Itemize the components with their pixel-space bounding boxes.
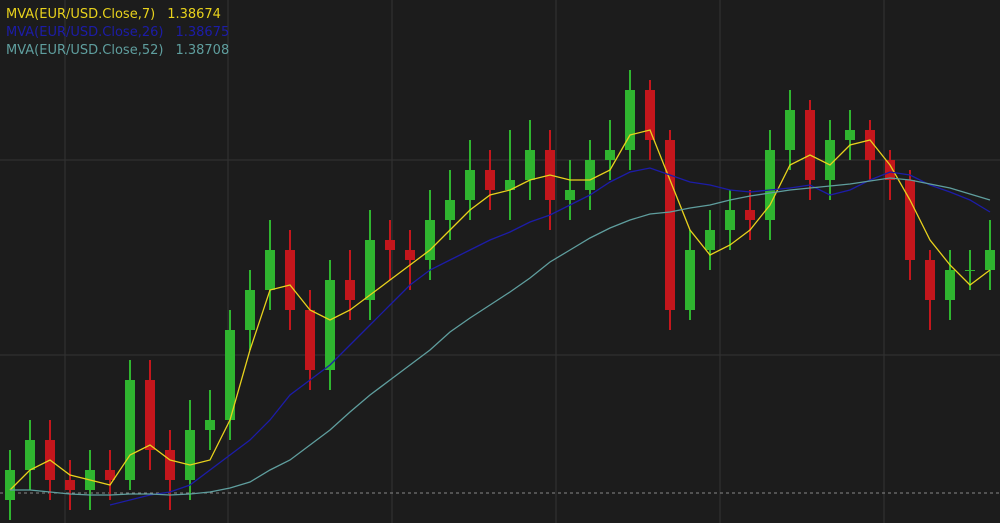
candle-body [165,450,175,480]
candle-body [565,190,575,200]
candle-body [685,250,695,310]
candle-body [605,150,615,160]
candle-body [305,310,315,370]
candle-body [365,240,375,300]
candle-body [625,90,635,150]
candle-body [525,150,535,180]
candle-body [425,220,435,260]
candle-body [505,180,515,190]
candle-body [225,330,235,420]
candle-body [645,90,655,140]
legend-name: MVA(EUR/USD.Close,52) [6,43,163,58]
candle-body [945,270,955,300]
legend-value: 1.38674 [167,7,221,22]
moving-averages [9,129,991,506]
candle-body [765,150,775,220]
candles [5,70,995,520]
candle-body [265,250,275,290]
candle-body [345,280,355,300]
candle-body [905,180,915,260]
legend-entry: MVA(EUR/USD.Close,26) 1.38675 [6,25,229,40]
candle-body [245,290,255,330]
candle-body [825,140,835,180]
legend-entry: MVA(EUR/USD.Close,52) 1.38708 [6,43,229,58]
candle-body [465,170,475,200]
candle-body [965,270,975,271]
candle-body [185,430,195,480]
legend-entry: MVA(EUR/USD.Close,7) 1.38674 [6,7,221,22]
candle-body [665,140,675,310]
candle-body [65,480,75,490]
candle-body [285,250,295,310]
candle-body [885,160,895,180]
candle-body [925,260,935,300]
legend-name: MVA(EUR/USD.Close,26) [6,25,163,40]
legend-value: 1.38675 [175,25,229,40]
moving-average-line [10,177,991,496]
candle-body [325,280,335,370]
candle-body [405,250,415,260]
candle-body [845,130,855,140]
candle-body [705,230,715,250]
candle-body [805,110,815,180]
candle-body [385,240,395,250]
legend: MVA(EUR/USD.Close,7) 1.38674MVA(EUR/USD.C… [6,7,229,58]
candle-body [205,420,215,430]
candle-body [145,380,155,450]
candle-body [125,380,135,480]
candle-body [985,250,995,270]
candle-body [585,160,595,190]
candle-body [785,110,795,150]
candle-body [105,470,115,480]
candle-body [5,470,15,500]
legend-value: 1.38708 [175,43,229,58]
candle-body [485,170,495,190]
candle-body [745,210,755,220]
moving-average-line [109,167,991,506]
candle-body [25,440,35,470]
candle-body [725,210,735,230]
candle-body [865,130,875,160]
candle-body [445,200,455,220]
moving-average-line [9,129,991,491]
legend-name: MVA(EUR/USD.Close,7) [6,7,155,22]
